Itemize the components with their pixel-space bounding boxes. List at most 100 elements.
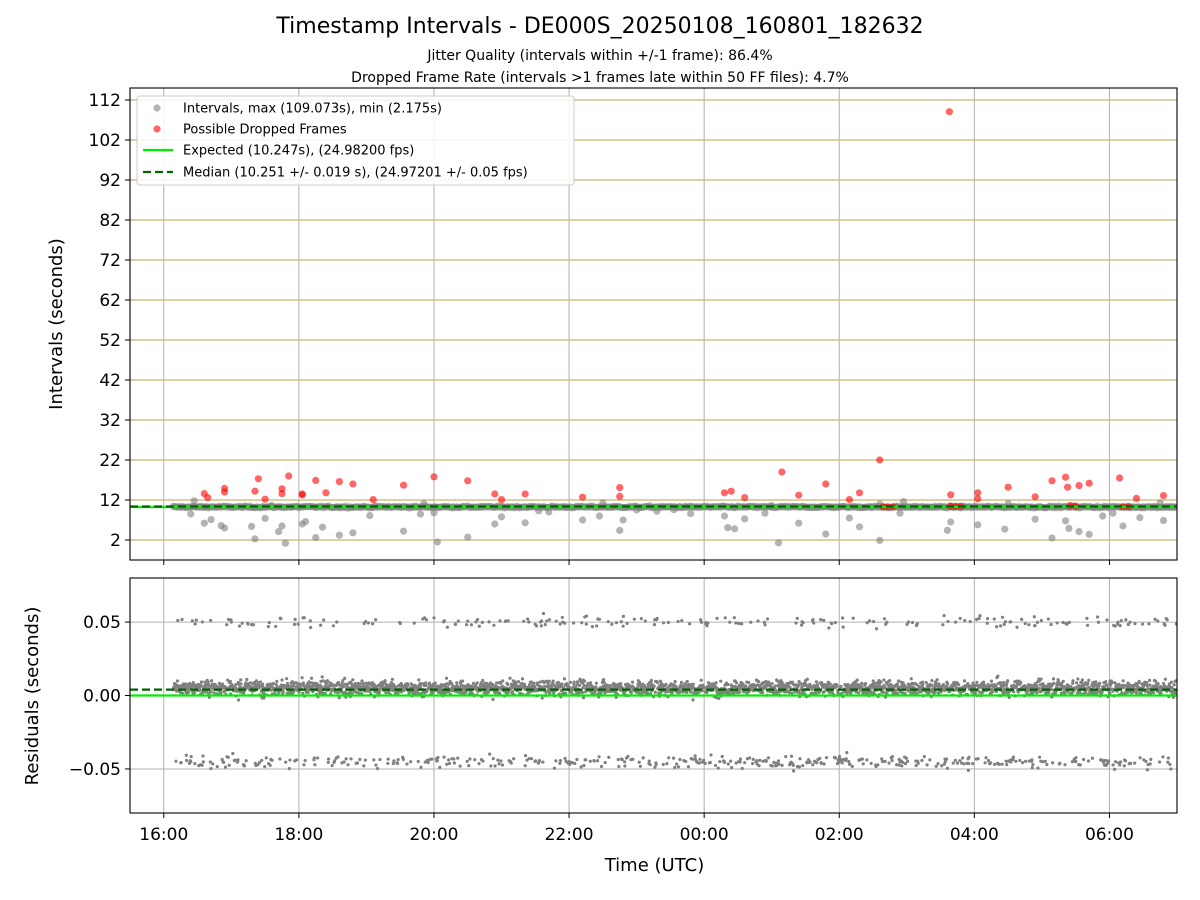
residual-point xyxy=(579,765,583,769)
residual-point xyxy=(582,763,586,768)
residual-point xyxy=(341,679,345,683)
residual-point xyxy=(533,759,538,763)
residual-point xyxy=(881,690,885,694)
residual-point xyxy=(239,678,243,682)
residual-point xyxy=(767,680,771,684)
interval-point xyxy=(855,523,864,531)
residual-point xyxy=(560,682,564,686)
residual-point xyxy=(958,616,962,620)
residual-point xyxy=(944,757,949,761)
residual-point xyxy=(595,759,600,763)
residual-point xyxy=(805,677,809,681)
residual-point xyxy=(968,620,972,624)
residual-points-group xyxy=(130,611,1177,773)
residual-point xyxy=(860,681,864,685)
residual-point xyxy=(590,624,595,629)
residual-point xyxy=(1067,620,1071,624)
residual-point xyxy=(764,759,768,763)
dropped-frame-point xyxy=(727,487,735,495)
residual-point xyxy=(588,759,592,763)
residual-point xyxy=(501,679,505,683)
interval-point xyxy=(200,519,208,527)
residual-point xyxy=(1105,618,1109,622)
residual-point xyxy=(1163,677,1167,681)
residual-point xyxy=(1119,760,1123,764)
dropped-frame-point xyxy=(741,494,749,502)
residual-point xyxy=(882,678,886,682)
residual-point xyxy=(738,690,742,694)
residual-point xyxy=(543,623,547,627)
residual-point xyxy=(336,691,340,695)
jitter-quality-subtitle: Jitter Quality (intervals within +/-1 fr… xyxy=(427,48,773,64)
residual-point xyxy=(992,762,997,767)
residual-point xyxy=(386,757,390,761)
residual-point xyxy=(1165,618,1169,622)
residual-point xyxy=(623,760,627,764)
residual-point xyxy=(200,763,204,767)
residual-point xyxy=(1113,760,1118,764)
residual-point xyxy=(967,755,971,759)
residual-point xyxy=(1036,766,1040,770)
residual-point xyxy=(442,755,446,759)
residual-point xyxy=(910,620,915,625)
residual-point xyxy=(865,621,869,625)
residual-point xyxy=(189,754,193,759)
residual-point xyxy=(734,681,739,685)
residual-point xyxy=(335,620,339,624)
residual-point xyxy=(978,614,982,618)
residual-point xyxy=(946,619,950,624)
y-tick-label: −0.05 xyxy=(69,760,121,780)
residual-point xyxy=(1158,760,1162,764)
interval-point xyxy=(399,527,408,535)
residual-point xyxy=(784,755,788,759)
residual-point xyxy=(1169,767,1173,771)
residual-point xyxy=(271,681,276,686)
residual-point xyxy=(1100,690,1104,694)
residual-point xyxy=(537,759,542,763)
interval-point xyxy=(187,510,195,518)
residual-point xyxy=(1153,617,1157,621)
dropped-frame-point xyxy=(261,495,269,503)
interval-point xyxy=(761,509,769,517)
residual-point xyxy=(895,763,899,767)
residual-point xyxy=(713,763,718,768)
residual-point xyxy=(1111,763,1115,767)
y-tick-label: 0.05 xyxy=(83,613,121,633)
residual-point xyxy=(641,756,645,760)
interval-point xyxy=(1159,516,1168,525)
residual-point xyxy=(661,621,666,625)
residual-point xyxy=(201,760,205,764)
residual-point xyxy=(757,680,761,684)
y-tick-label: 112 xyxy=(89,91,121,111)
residual-point xyxy=(1002,680,1006,685)
residual-point xyxy=(792,769,796,773)
residual-point xyxy=(406,683,410,687)
residual-point xyxy=(670,691,674,695)
residual-point xyxy=(1116,620,1120,624)
residual-point xyxy=(506,619,510,623)
residual-point xyxy=(761,680,766,685)
residual-point xyxy=(653,765,657,769)
residual-point xyxy=(284,760,288,764)
residual-point xyxy=(1019,680,1023,685)
residual-point xyxy=(958,759,962,763)
residual-point xyxy=(477,624,481,628)
residual-point xyxy=(888,678,892,683)
residual-point xyxy=(199,680,204,684)
residual-point xyxy=(1054,690,1058,694)
residual-point xyxy=(1057,680,1061,684)
residual-point xyxy=(488,752,492,756)
residual-point xyxy=(340,681,344,685)
residual-point xyxy=(548,691,552,695)
residual-point xyxy=(409,760,413,764)
residual-point xyxy=(192,691,197,695)
residual-point xyxy=(799,682,803,686)
residual-point xyxy=(1113,767,1117,771)
residual-point xyxy=(287,767,291,771)
residual-point xyxy=(740,766,744,771)
residual-point xyxy=(822,618,826,622)
residual-point xyxy=(175,679,180,683)
residual-point xyxy=(1166,760,1170,764)
residual-point xyxy=(953,758,957,762)
x-tick-label: 06:00 xyxy=(1085,825,1134,845)
